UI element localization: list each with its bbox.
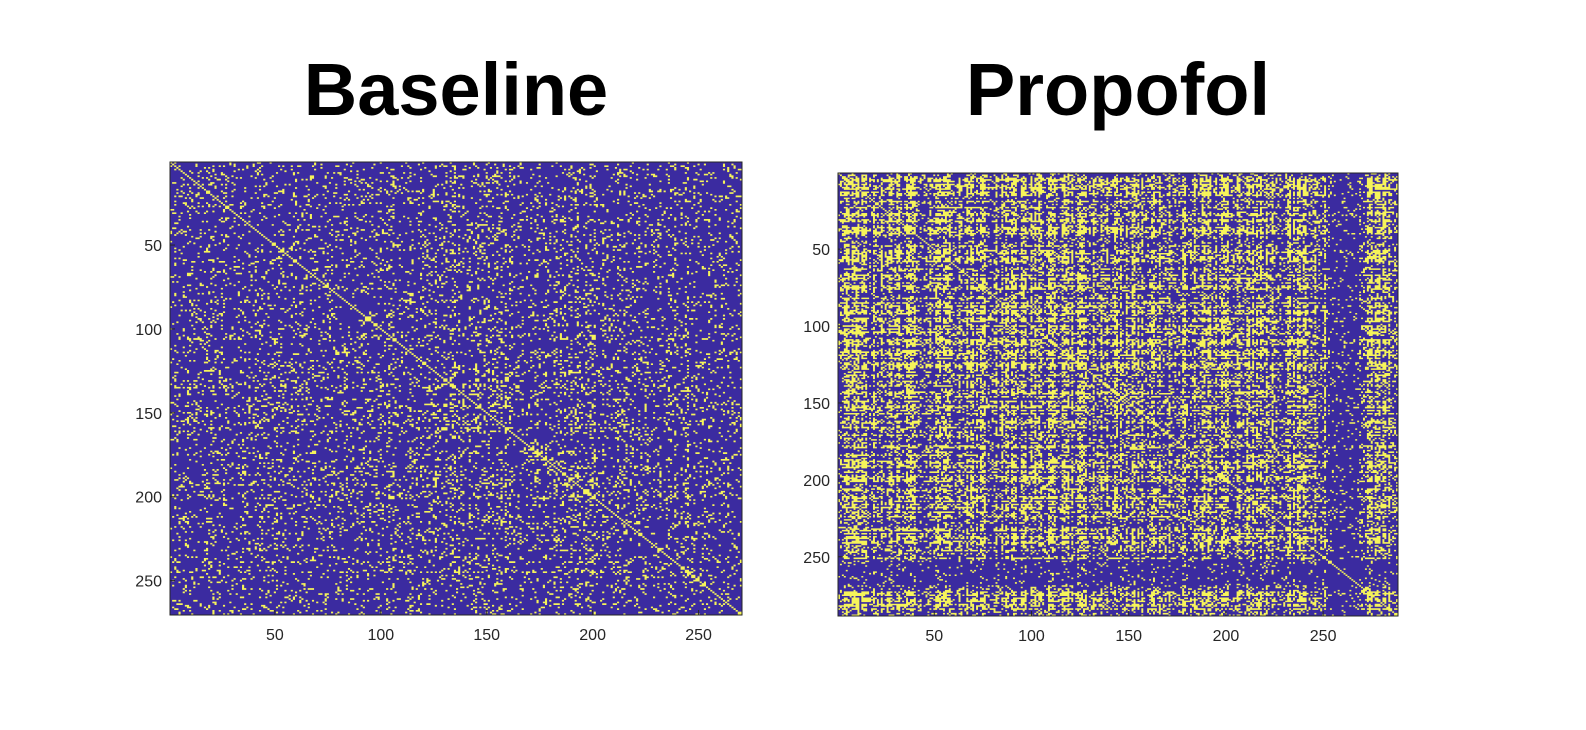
chart-title-propofol: Propofol: [965, 48, 1271, 131]
heatmap-baseline: 50 100 150 200 250 50 100 150 200 250: [135, 161, 743, 644]
x-tick-label-propofol-4: 250: [1310, 628, 1337, 645]
x-tick-label-baseline-2: 150: [473, 627, 500, 644]
x-tick-label-propofol-2: 150: [1115, 628, 1142, 645]
x-tick-label-baseline-0: 50: [266, 627, 284, 644]
y-tick-label-baseline-0: 50: [144, 238, 162, 255]
y-tick-label-baseline-4: 250: [135, 574, 162, 591]
x-tick-label-propofol-3: 200: [1213, 628, 1240, 645]
y-tick-label-baseline-3: 200: [135, 490, 162, 507]
y-tick-label-propofol-3: 200: [803, 473, 830, 490]
x-tick-label-baseline-1: 100: [367, 627, 394, 644]
chart-title-baseline: Baseline: [303, 48, 609, 131]
x-tick-label-propofol-0: 50: [925, 628, 943, 645]
y-tick-label-propofol-1: 100: [803, 319, 830, 336]
y-tick-label-propofol-4: 250: [803, 550, 830, 567]
y-tick-label-baseline-1: 100: [135, 322, 162, 339]
x-tick-label-propofol-1: 100: [1018, 628, 1045, 645]
plot-frame-baseline: [169, 161, 743, 616]
plot-frame-propofol: [837, 172, 1399, 617]
x-tick-label-baseline-3: 200: [579, 627, 606, 644]
y-tick-label-baseline-2: 150: [135, 406, 162, 423]
heatmap-propofol: 50 100 150 200 250 50 100 150 200 250: [803, 172, 1399, 645]
y-tick-label-propofol-0: 50: [812, 242, 830, 259]
heatmap-cells-propofol: [838, 173, 1399, 616]
heatmap-cells-baseline: [170, 162, 742, 615]
x-tick-label-baseline-4: 250: [685, 627, 712, 644]
y-tick-label-propofol-2: 150: [803, 396, 830, 413]
